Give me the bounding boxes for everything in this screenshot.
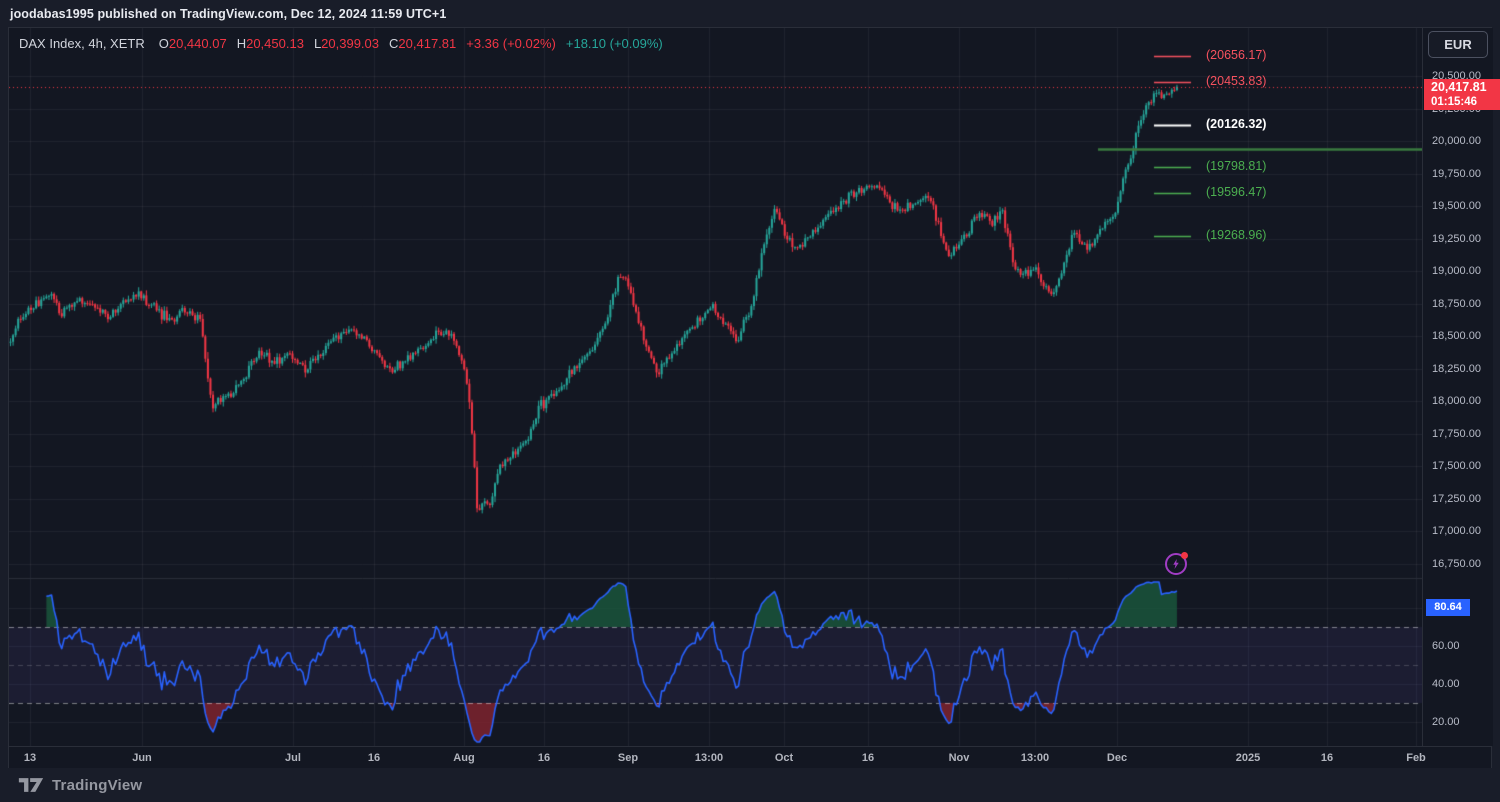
price-axis-tick: 20,000.00 [1432,135,1481,147]
price-axis-tick: 18,500.00 [1432,330,1481,342]
price-level-label[interactable]: (19798.81) [1206,159,1267,174]
alert-notification-dot [1181,552,1188,559]
time-axis-tick: Aug [453,752,475,764]
time-axis-tick: Jun [132,752,152,764]
time-axis-tick: Sep [617,752,639,764]
publish-bar: joodabas1995 published on TradingView.co… [0,0,1500,27]
time-axis-tick: 16 [861,752,875,764]
price-level-label[interactable]: (20126.32) [1206,116,1267,131]
time-axis-tick: Oct [774,752,794,764]
price-axis-tick: 16,750.00 [1432,557,1481,570]
rsi-axis-tick: 20.00 [1432,716,1460,728]
price-axis-tick: 17,000.00 [1432,525,1481,537]
rsi-axis-tick: 40.00 [1432,678,1460,690]
time-axis-tick: 16 [367,752,381,764]
footer-bar: TradingView [0,768,1500,802]
time-axis-tick: 13 [23,752,37,764]
price-level-label[interactable]: (19268.96) [1206,228,1267,243]
ohlc-low: L20,399.03 [313,35,380,51]
time-axis[interactable]: 13 Jun Jul 16 Aug 16 Sep 13:00 Oct 16 Nov 13:00 Dec 2… [9,746,1491,769]
time-axis-tick: 13:00 [1020,752,1050,764]
time-axis-tick: 2025 [1235,752,1261,764]
time-axis-tick: 16 [1320,752,1334,764]
price-axis-tick: 19,500.00 [1432,200,1481,212]
ohlc-close: C20,417.81 [389,35,457,51]
tradingview-logo-icon[interactable] [18,776,44,794]
rsi-value-badge: 80.64 [1426,598,1470,616]
time-axis-tick: 13:00 [694,752,724,764]
price-axis-tick: 19,000.00 [1432,265,1481,277]
price-axis-tick: 19,750.00 [1432,167,1481,180]
bar-change: +3.36 (+0.02%) [466,35,556,51]
price-axis-tick: 18,250.00 [1432,362,1481,375]
chart-legend[interactable]: DAX Index, 4h, XETR O20,440.07 H20,450.1… [19,34,673,52]
price-level-label[interactable]: (20656.17) [1206,47,1267,62]
ohlc-open: O20,440.07 [158,35,227,51]
time-axis-tick: Dec [1106,752,1128,764]
last-price: 20,417.81 [1431,79,1487,94]
last-price-badge: 20,417.81 01:15:46 [1424,78,1500,110]
time-axis-tick: 16 [537,752,551,764]
price-axis-tick: 19,250.00 [1432,232,1481,245]
price-axis-tick: 17,750.00 [1432,427,1481,440]
session-change: +18.10 (+0.09%) [565,35,663,51]
ohlc-high: H20,450.13 [236,35,304,51]
lightning-bolt-icon [1173,559,1179,569]
footer-brand-text[interactable]: TradingView [52,776,143,794]
bar-countdown: 01:15:46 [1431,96,1478,109]
currency-button[interactable]: EUR [1428,31,1488,58]
time-axis-tick: Feb [1406,752,1426,764]
price-level-label[interactable]: (20453.83) [1206,74,1267,88]
chart-frame: DAX Index, 4h, XETR O20,440.07 H20,450.1… [8,27,1500,769]
price-axis-tick: 17,250.00 [1432,492,1481,505]
rsi-axis-tick: 60.00 [1432,640,1460,652]
time-axis-tick: Nov [948,752,970,764]
symbol-title[interactable]: DAX Index, 4h, XETR [19,35,145,51]
price-level-label[interactable]: (19596.47) [1206,185,1267,200]
price-chart-canvas[interactable] [9,28,1422,746]
alert-lightning-icon[interactable] [1165,552,1188,575]
price-axis-tick: 17,500.00 [1432,460,1481,472]
price-axis-tick: 18,750.00 [1432,297,1481,310]
publish-text: joodabas1995 published on TradingView.co… [10,6,447,21]
price-axis[interactable]: EUR 20,417.81 01:15:46 80.64 20,500.00 20… [1422,28,1500,746]
time-axis-tick: Jul [285,752,301,764]
price-axis-tick: 18,000.00 [1432,395,1481,407]
